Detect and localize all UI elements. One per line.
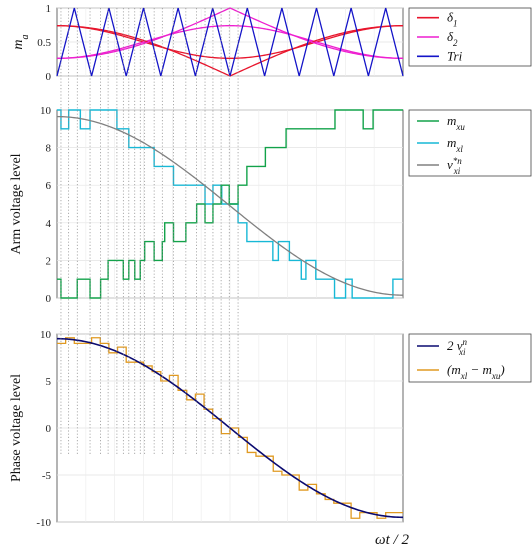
y-tick-label: 8 bbox=[46, 143, 52, 155]
series-layer bbox=[56, 7, 404, 77]
legend-arm-voltage: mxu mxl v*n xi bbox=[408, 109, 532, 177]
x-axis-label: ωt / 2 bbox=[375, 532, 409, 548]
y-tick-label: -5 bbox=[42, 470, 52, 482]
series-tri bbox=[56, 7, 404, 77]
y-axis-label: Arm voltage level bbox=[9, 153, 24, 254]
legend-label: mxl bbox=[447, 135, 463, 154]
legend-label: v*n xi bbox=[447, 156, 462, 176]
y-tick-label: 0 bbox=[46, 423, 52, 435]
panel-modulation: 00.51 ma bbox=[11, 3, 404, 83]
legend-label: mxu bbox=[447, 113, 465, 132]
y-tick-label: 0.5 bbox=[37, 37, 51, 49]
y-tick-label: 4 bbox=[46, 218, 52, 230]
y-tick-label: 2 bbox=[46, 255, 52, 267]
y-tick-label: 5 bbox=[46, 376, 52, 388]
y-ticks: 00.51 bbox=[37, 3, 51, 83]
y-tick-label: 6 bbox=[46, 180, 52, 192]
grid bbox=[57, 333, 403, 523]
panel-arm-voltage: 0 2 4 6 8 10 Arm voltage level bbox=[9, 105, 404, 305]
series-delta1 bbox=[56, 25, 404, 59]
switching-guides bbox=[60, 8, 239, 455]
y-axis-label: Phase voltage level bbox=[9, 374, 24, 482]
y-axis-label: ma bbox=[11, 34, 31, 49]
y-tick-label: 1 bbox=[46, 3, 52, 15]
y-tick-label: -10 bbox=[36, 517, 51, 529]
legend-label: (mxl − mxu) bbox=[447, 362, 505, 381]
series-phase-ref bbox=[56, 337, 404, 519]
series-delta2 bbox=[56, 25, 404, 59]
y-tick-label: 10 bbox=[40, 329, 52, 341]
panel-phase-voltage: 10 5 0 -5 -10 Phase voltage level bbox=[9, 329, 404, 529]
series-v-ref bbox=[56, 115, 404, 296]
y-tick-label: 10 bbox=[40, 105, 52, 117]
legend-phase-voltage: 2 vn xi (mxl − mxu) bbox=[408, 333, 532, 383]
y-ticks: 10 5 0 -5 -10 bbox=[36, 329, 51, 529]
legend-label: δ1 bbox=[447, 10, 458, 29]
legend-label: 2 vn xi bbox=[447, 337, 468, 357]
grid bbox=[57, 7, 403, 77]
legend-box bbox=[408, 333, 532, 383]
series-delta2-envelope bbox=[56, 7, 404, 59]
legend-label: δ2 bbox=[447, 29, 458, 48]
series-m-xu bbox=[57, 109, 403, 299]
y-tick-label: 0 bbox=[46, 293, 52, 305]
legend-label: Tri bbox=[447, 48, 463, 63]
y-ticks: 0 2 4 6 8 10 bbox=[40, 105, 52, 305]
y-tick-label: 0 bbox=[46, 71, 52, 83]
